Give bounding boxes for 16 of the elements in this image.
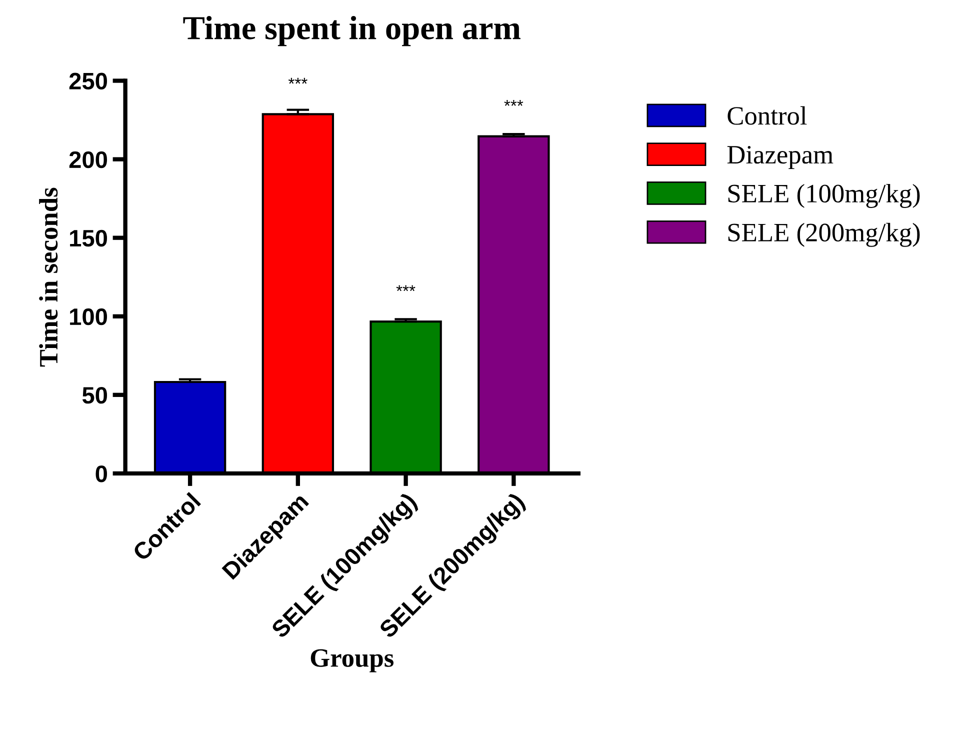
y-tick-label: 250	[69, 72, 107, 90]
annotation: ***	[288, 78, 308, 84]
y-axis-title: Time in seconds	[39, 188, 58, 367]
annotation: ***	[504, 100, 524, 106]
y-tick-label: 50	[82, 386, 107, 404]
annotation: ***	[396, 285, 416, 292]
y-tick-label: 200	[69, 151, 107, 168]
legend-label: SELE (100mg/kg)	[728, 184, 920, 208]
y-tick-label: 100	[70, 308, 107, 326]
legend-label: Diazepam	[727, 146, 834, 170]
y-tick-label: 150	[70, 230, 107, 247]
legend-label: Control	[728, 106, 807, 125]
y-tick-label: 0	[96, 466, 107, 482]
x-axis-title: Groups	[310, 649, 394, 672]
legend-label: SELE (200mg/kg)	[728, 222, 920, 247]
chart-title: Time spent in open arm	[183, 16, 520, 46]
